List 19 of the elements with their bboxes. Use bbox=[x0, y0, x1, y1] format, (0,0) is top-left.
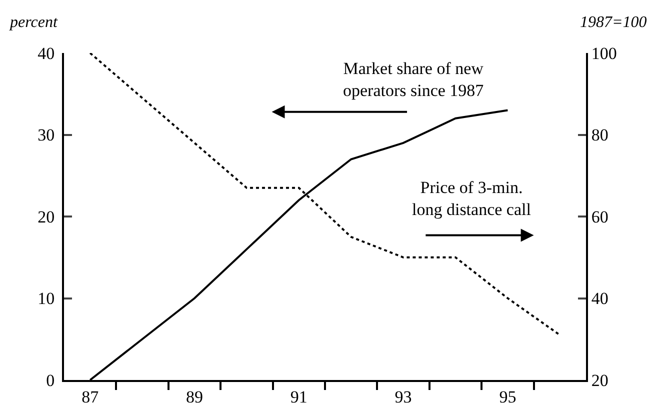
x-tick-label: 89 bbox=[186, 387, 203, 406]
y-tick-label: 40 bbox=[38, 44, 55, 63]
y-tick-label: 0 bbox=[46, 370, 55, 390]
x-tick-label: 87 bbox=[82, 387, 100, 406]
y2-tick-label: 100 bbox=[591, 44, 617, 63]
series-label: Market share of new operators since 1987 bbox=[343, 59, 484, 100]
y-tick-label: 20 bbox=[38, 207, 55, 226]
y2-tick-label: 60 bbox=[591, 207, 608, 226]
y-tick-label: 30 bbox=[38, 126, 55, 145]
y2-tick-label: 80 bbox=[591, 126, 608, 145]
y2-tick-label: 40 bbox=[591, 289, 608, 308]
y2-tick-label: 20 bbox=[591, 370, 608, 390]
text: Price of 3-min. long distance call bbox=[412, 178, 532, 220]
x-tick-label: 91 bbox=[290, 387, 308, 406]
y-axis-title: percent bbox=[9, 14, 58, 31]
x-tick-label: 93 bbox=[394, 387, 412, 406]
x-tick-label: 95 bbox=[499, 387, 516, 406]
y2-axis-title: 1987=100 bbox=[580, 14, 647, 31]
y-tick-label: 10 bbox=[38, 289, 55, 308]
